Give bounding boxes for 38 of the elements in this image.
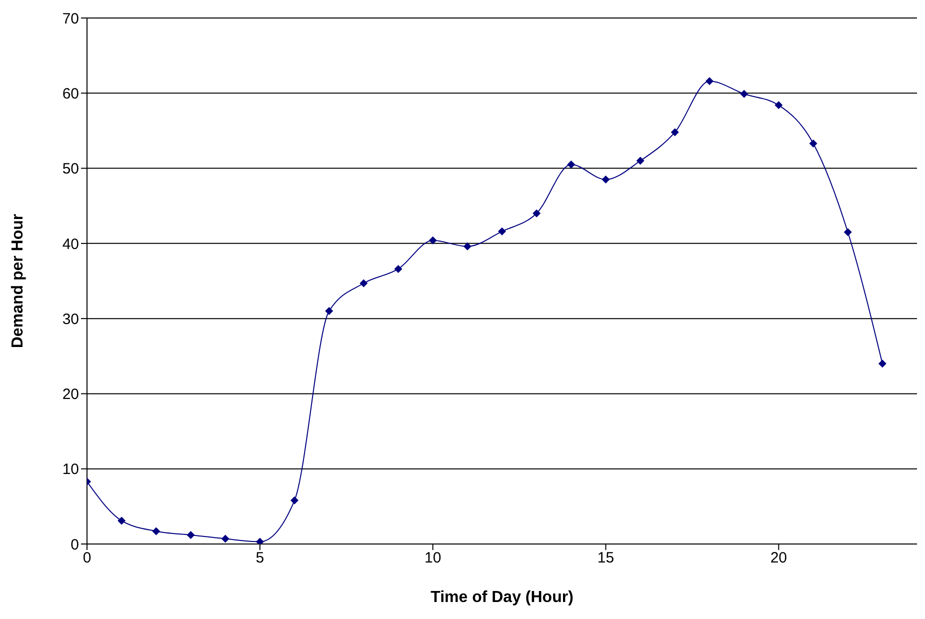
point: [567, 160, 576, 169]
y-tick-label: 30: [62, 310, 79, 328]
point: [186, 530, 195, 539]
x-tick-label: 0: [82, 550, 92, 567]
x-tick-label: 5: [256, 550, 264, 567]
point: [394, 264, 402, 273]
point: [463, 242, 472, 250]
point: [878, 360, 886, 368]
y-tick-label: 0: [70, 536, 79, 554]
x-tick-label: 10: [424, 550, 442, 567]
point: [152, 527, 160, 536]
point: [636, 156, 644, 165]
y-axis-title: Demand per Hour: [10, 214, 27, 348]
x-tick-label: 20: [770, 550, 788, 567]
point: [256, 538, 264, 544]
point: [532, 209, 541, 218]
point: [221, 534, 230, 543]
x-tick-label: 15: [597, 550, 614, 567]
point: [844, 228, 852, 236]
point: [428, 236, 437, 244]
point: [774, 101, 783, 110]
y-tick-label: 40: [62, 236, 79, 253]
point: [360, 279, 368, 288]
point: [498, 227, 506, 236]
y-tick-label: 70: [62, 10, 79, 28]
point: [740, 90, 748, 98]
point: [118, 516, 126, 525]
x-axis-title: Time of Day (Hour): [430, 589, 574, 606]
point: [602, 176, 610, 184]
y-tick-label: 50: [62, 160, 79, 178]
point: [290, 496, 298, 504]
point: [706, 77, 714, 86]
point: [670, 128, 679, 136]
point: [325, 307, 334, 316]
y-tick-label: 60: [62, 85, 79, 102]
y-tick-label: 10: [62, 461, 79, 478]
point: [809, 139, 818, 148]
y-tick-label: 20: [62, 386, 79, 404]
